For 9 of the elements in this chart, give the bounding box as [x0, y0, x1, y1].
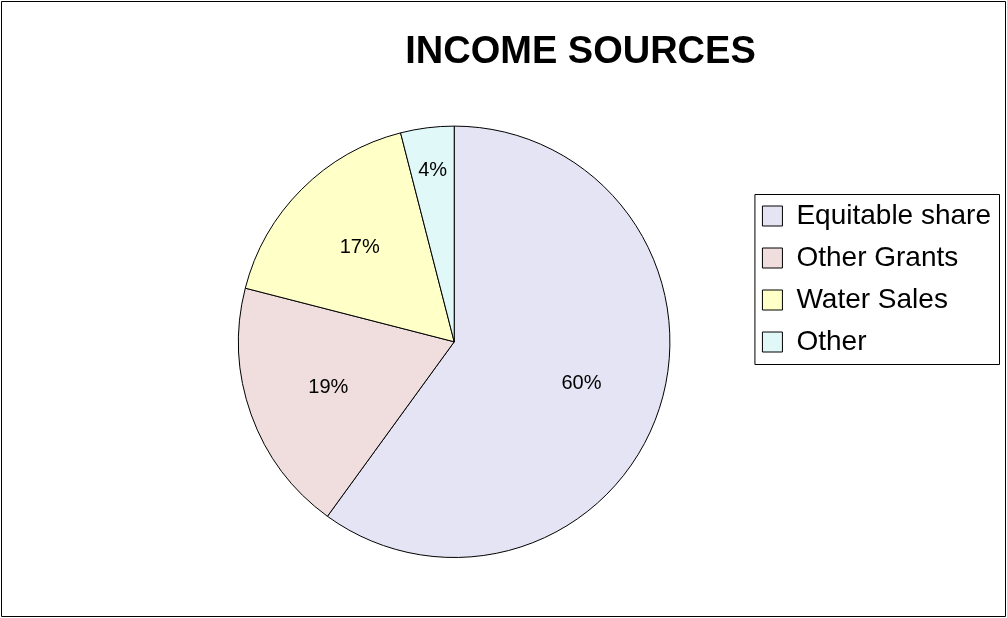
data-label: 4% — [418, 158, 448, 181]
data-label: 19% — [308, 374, 349, 397]
legend-label: Water Sales — [796, 282, 948, 314]
legend-label: Other — [796, 324, 867, 356]
data-label: 17% — [339, 234, 380, 257]
legend-label: Other Grants — [796, 240, 959, 272]
data-label: 60% — [561, 370, 602, 393]
legend-label: Equitable share — [796, 198, 991, 230]
chart-title: INCOME SOURCES — [405, 29, 756, 72]
